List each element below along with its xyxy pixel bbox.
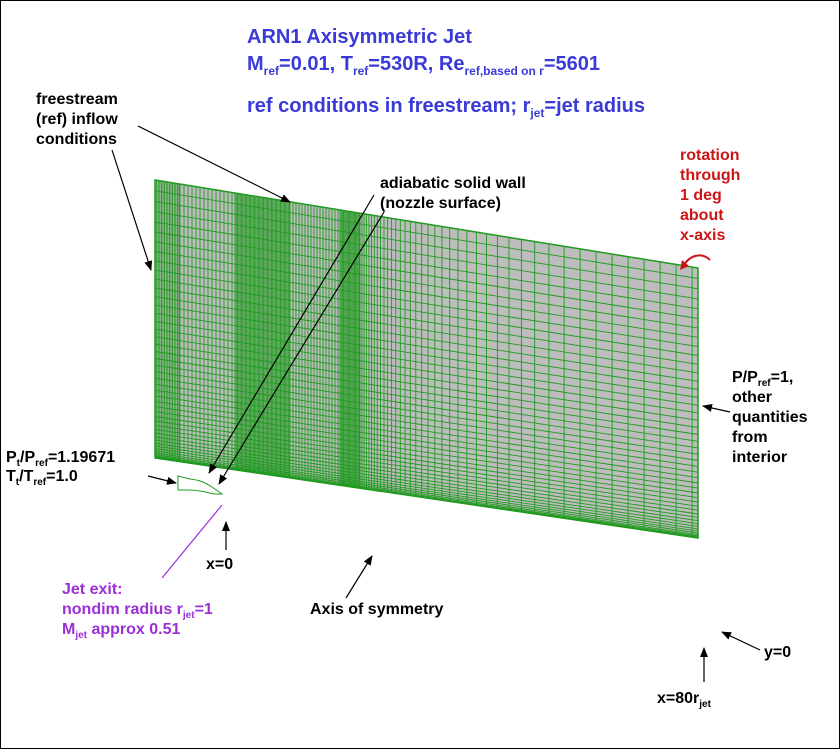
- jet-exit-label: Jet exit: nondim radius rjet=1 Mjet appr…: [62, 581, 217, 641]
- title-line-2: Mref=0.01, Tref=530R, Reref,based on r=5…: [247, 53, 600, 78]
- grid-boundary: [154, 179, 699, 539]
- grid-background: [155, 180, 698, 538]
- jet-inflow-arrow: [147, 475, 177, 485]
- x0-label: x=0: [206, 556, 233, 573]
- annotation-arrows: [111, 125, 761, 682]
- freestream-arrow-top: [137, 125, 291, 203]
- jet-inflow-tt-label: Tt/Tref=1.0: [6, 468, 78, 488]
- rotation-label: rotation through 1 deg about x-axis: [680, 147, 745, 244]
- freestream-label: freestream (ref) inflow conditions: [36, 91, 122, 148]
- title-line-1: ARN1 Axisymmetric Jet: [247, 26, 472, 48]
- axis-of-symmetry-label: Axis of symmetry: [310, 601, 443, 618]
- freestream-arrow-left: [111, 149, 153, 271]
- jet-exit-arrow: [161, 504, 223, 579]
- y0-arrow: [721, 631, 761, 651]
- axis-arrow: [345, 555, 373, 599]
- y0-label: y=0: [764, 644, 791, 661]
- wall-arrow-1: [208, 194, 375, 474]
- grid-radial-lines: [154, 179, 699, 539]
- jet-inflow-pt-label: Pt/Pref=1.19671: [6, 449, 115, 469]
- x80-label: x=80rjet: [657, 690, 712, 710]
- outflow-bc-label: P/Pref=1, other quantities from interior: [732, 369, 812, 466]
- adiabatic-wall-label: adiabatic solid wall (nozzle surface): [380, 175, 530, 212]
- nozzle-surface: [177, 475, 224, 495]
- outflow-arrow: [702, 404, 731, 413]
- wall-arrow-2: [218, 211, 385, 485]
- title-line-3: ref conditions in freestream; rjet=jet r…: [247, 95, 645, 120]
- computational-grid: [154, 179, 699, 539]
- rotation-arrow-icon: [683, 254, 711, 266]
- rotation-arrowhead-icon: [680, 260, 689, 270]
